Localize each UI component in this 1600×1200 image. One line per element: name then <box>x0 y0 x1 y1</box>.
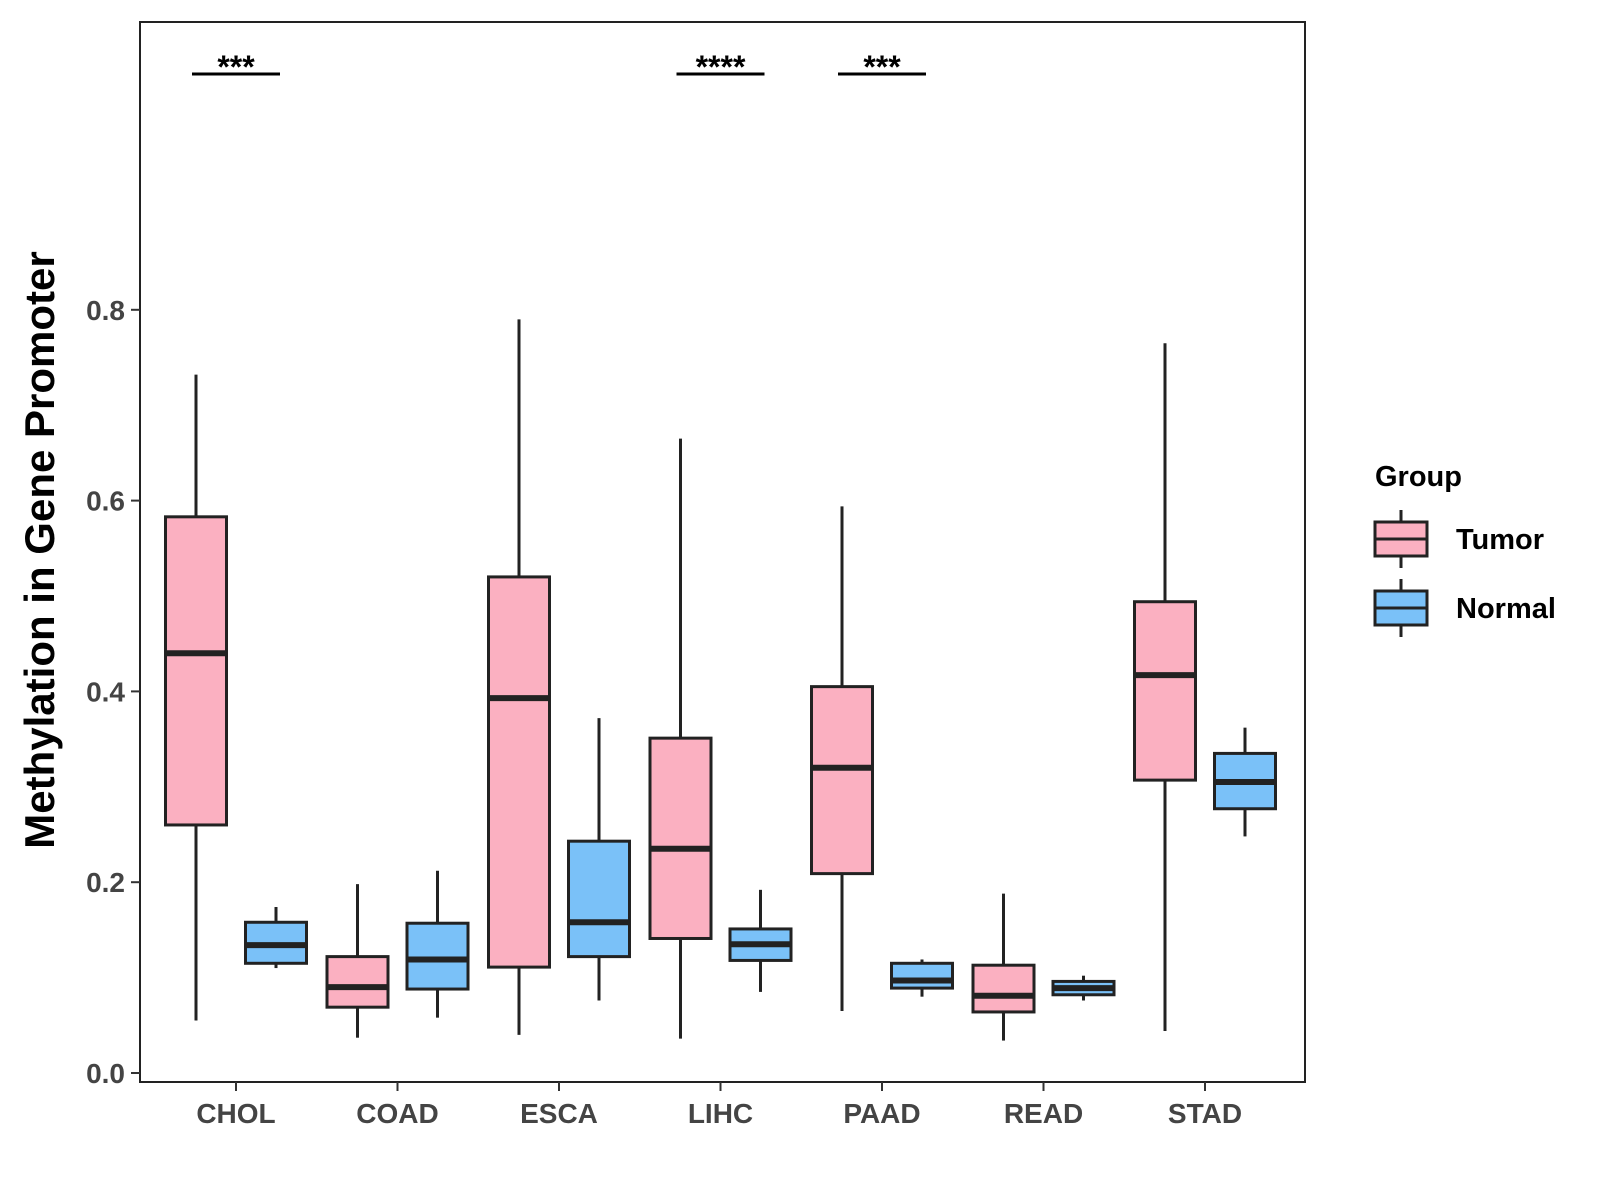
y-tick-label: 0.2 <box>86 867 125 898</box>
iqr-box <box>405 921 470 991</box>
y-tick-label: 0.6 <box>86 486 125 517</box>
box-normal-stad <box>1213 727 1277 837</box>
box-normal-read <box>1051 975 1116 1001</box>
box-normal-coad <box>405 870 470 1018</box>
legend: Group Tumor Normal <box>1373 461 1556 637</box>
significance-label: **** <box>696 49 746 85</box>
iqr-box <box>325 955 390 1009</box>
box-tumor-esca <box>487 319 551 1035</box>
x-tick-label: CHOL <box>196 1098 275 1129</box>
boxes <box>164 319 1277 1041</box>
box-tumor-chol <box>164 374 228 1021</box>
iqr-box <box>487 575 551 969</box>
y-tick-label: 0.4 <box>86 676 125 707</box>
y-tick-label: 0.8 <box>86 295 125 326</box>
x-tick-label: PAAD <box>843 1098 920 1129</box>
box-normal-esca <box>567 718 631 1001</box>
iqr-box <box>648 736 713 940</box>
box-tumor-read <box>971 893 1036 1041</box>
box-tumor-stad <box>1133 343 1197 1032</box>
iqr-box <box>1133 600 1197 782</box>
box-normal-chol <box>244 907 308 969</box>
y-axis: 0.0 0.2 0.4 0.6 0.8 <box>86 295 140 1089</box>
box-tumor-coad <box>325 884 390 1038</box>
iqr-box <box>971 963 1036 1014</box>
y-axis-title: Methylation in Gene Promoter <box>16 251 63 848</box>
box-normal-paad <box>890 959 954 997</box>
legend-key-normal <box>1373 579 1429 637</box>
significance-annotations: *** **** *** <box>192 49 926 85</box>
x-tick-label: LIHC <box>688 1098 753 1129</box>
iqr-box <box>164 515 228 827</box>
legend-label-normal: Normal <box>1456 593 1556 625</box>
significance-label: *** <box>217 49 255 85</box>
x-tick-label: READ <box>1004 1098 1083 1129</box>
x-tick-label: COAD <box>356 1098 438 1129</box>
legend-title: Group <box>1375 461 1462 493</box>
x-tick-label: STAD <box>1168 1098 1242 1129</box>
legend-label-tumor: Tumor <box>1456 524 1544 556</box>
box-normal-lihc <box>728 889 793 992</box>
box-tumor-paad <box>810 506 874 1011</box>
legend-key-tumor <box>1373 510 1429 568</box>
x-tick-label: ESCA <box>520 1098 598 1129</box>
box-tumor-lihc <box>648 438 713 1039</box>
x-axis: CHOL COAD ESCA LIHC PAAD READ STAD <box>196 1082 1242 1129</box>
iqr-box <box>810 685 874 876</box>
iqr-box <box>890 961 954 990</box>
plot-panel <box>139 21 1306 1083</box>
iqr-box <box>567 839 631 959</box>
significance-label: *** <box>863 49 901 85</box>
y-tick-label: 0.0 <box>86 1058 125 1089</box>
